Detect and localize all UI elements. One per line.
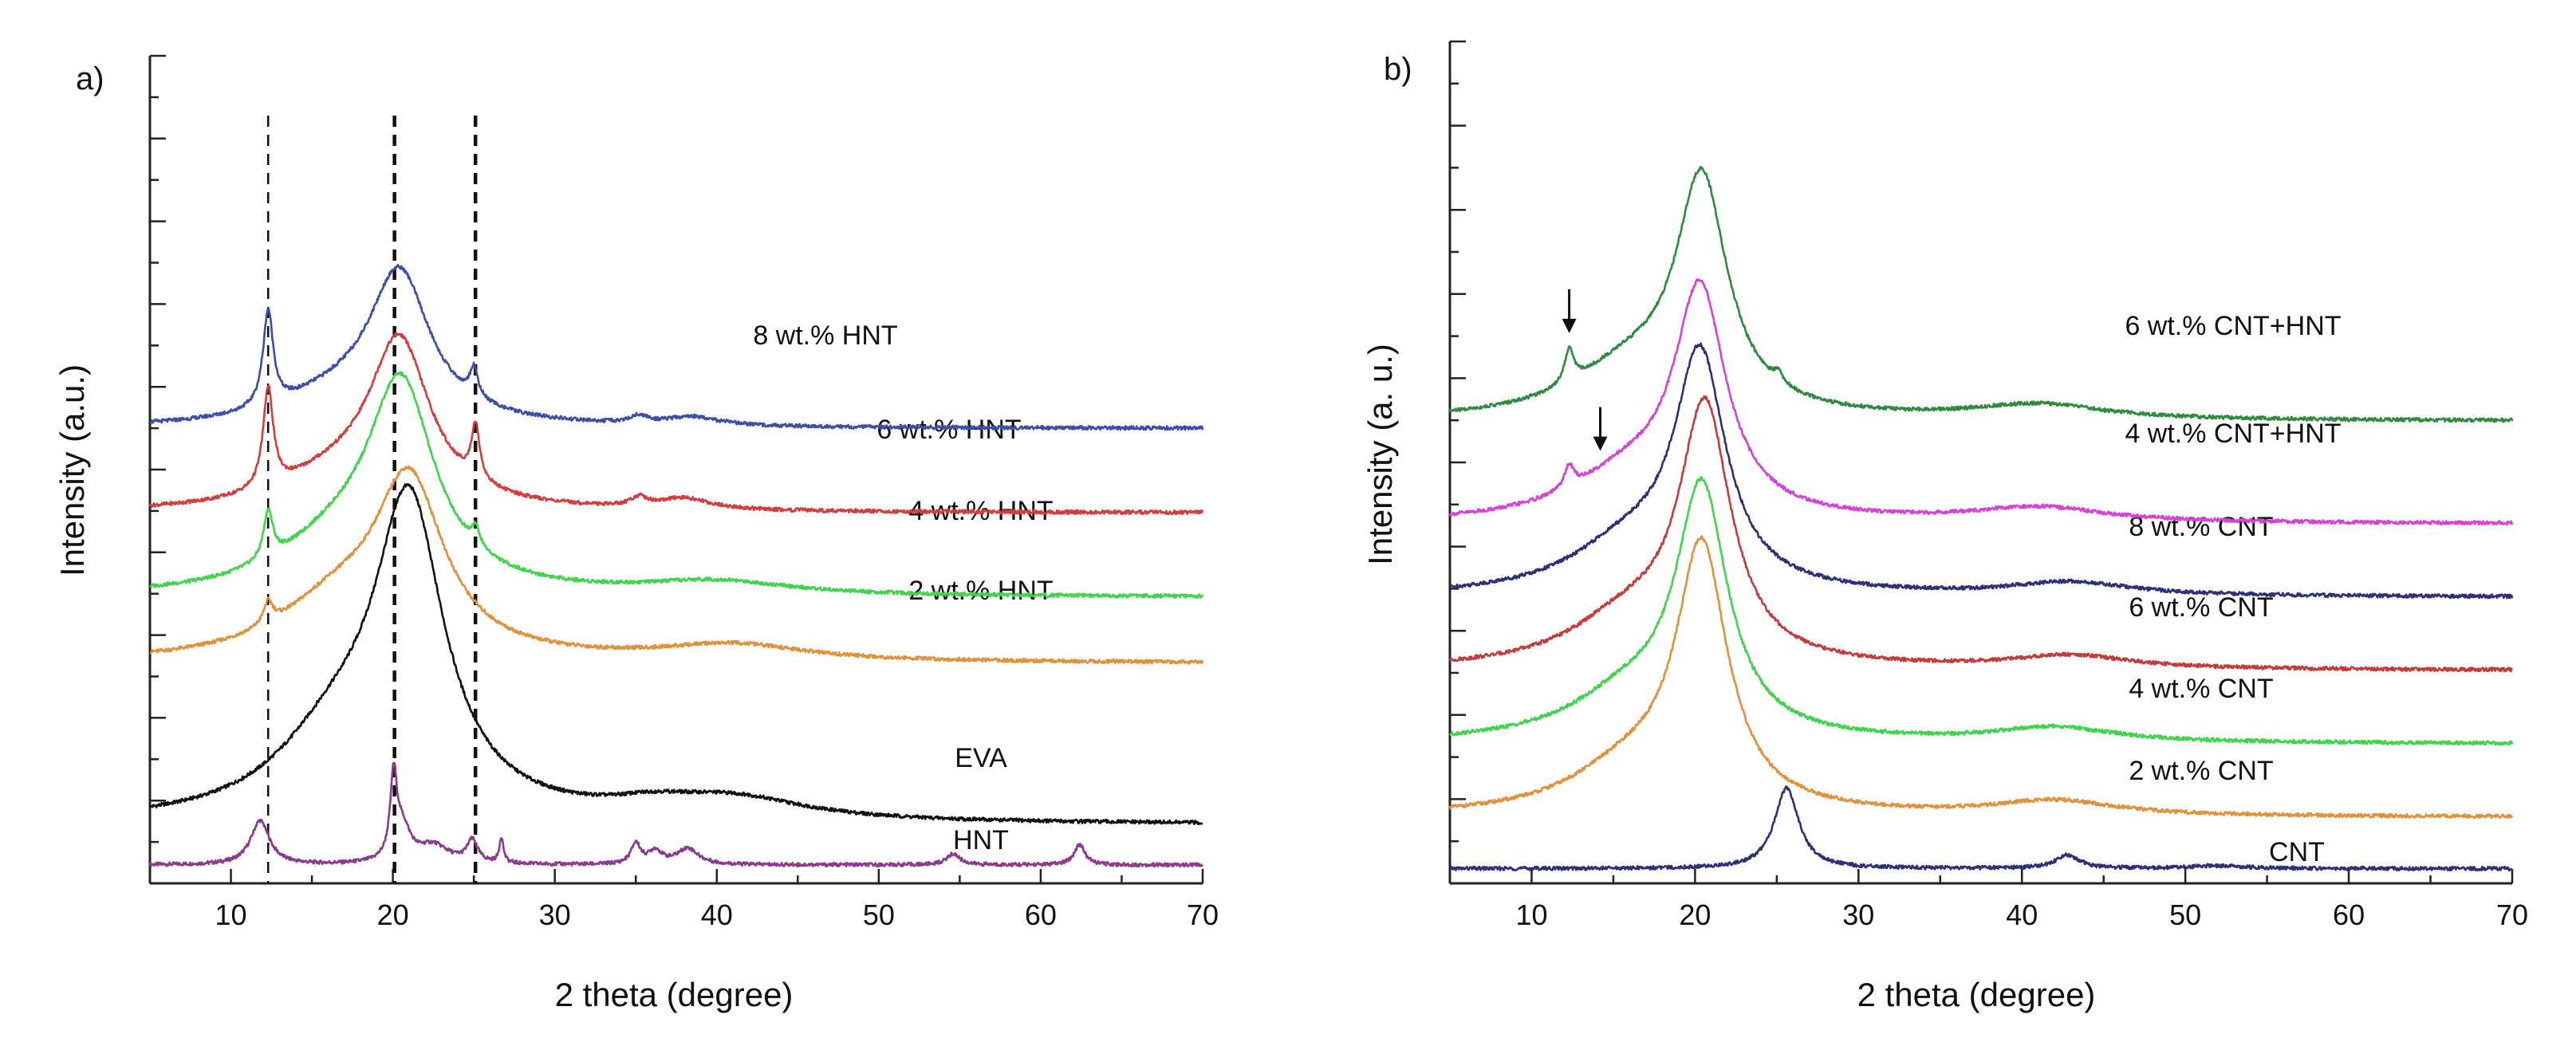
panel-b: b) Intensity (a. u.) 2 theta (degree) 10… [1361,40,2528,1013]
x-tick-label: 50 [2169,898,2201,931]
series-line-4-wt-cnt-hnt [1448,278,2514,526]
x-tick-label: 60 [2333,898,2365,931]
series-line-2-wt-cnt [1448,535,2513,820]
series-line-8-wt-hnt [149,264,1204,431]
series-line-2-wt-hnt [149,465,1204,665]
y-axis-title: Intensity (a.u.) [53,364,91,576]
x-tick-label: 30 [539,898,571,931]
series-line-4-wt-cnt [1449,476,2514,746]
series-label: EVA [955,743,1007,773]
x-tick-label: 20 [377,898,409,931]
plot-area: 10 20 30 40 50 60 70 CNT 2 wt.% CNT 4 wt.% CNT 6 w… [1448,40,2528,931]
series-line-cnt [1449,785,2514,872]
series-line-6-wt-cnt-hnt [1448,166,2514,423]
x-tick-label: 70 [1187,898,1219,931]
series-line-6-wt-hnt [148,332,1204,516]
x-tick-label: 40 [701,898,733,931]
x-axis-title: 2 theta (degree) [1857,976,2096,1013]
y-axis-title: Intensity (a. u.) [1361,344,1399,565]
series-label: CNT [2269,837,2325,867]
series-label: HNT [953,825,1009,855]
series-label: 2 wt.% HNT [908,576,1053,606]
x-tick-label: 10 [1515,898,1547,931]
series-label: 4 wt.% CNT+HNT [2125,419,2341,449]
series-line-hnt [148,761,1203,868]
x-tick-label: 20 [1679,898,1711,931]
panel-a: a) Intensity (a.u.) 2 theta (degree) 10 2… [53,54,1219,1013]
series-label: 6 wt.% CNT+HNT [2125,311,2341,341]
x-axis-title: 2 theta (degree) [555,976,794,1013]
peak-arrow [1593,407,1608,451]
series-label: 4 wt.% CNT [2129,674,2273,704]
series-line-eva [148,483,1203,825]
series-label: 8 wt.% HNT [753,320,897,351]
x-tick-label: 30 [1842,898,1874,931]
series-label: 6 wt.% HNT [876,415,1021,445]
x-tick-label: 40 [2006,898,2038,931]
x-tick-label: 50 [863,898,895,931]
series-label: 2 wt.% CNT [2129,756,2273,786]
panel-label: b) [1384,52,1412,87]
x-tick-label: 60 [1025,898,1057,931]
panel-label: a) [76,61,104,96]
x-tick-label: 10 [215,898,247,931]
series-label: 6 wt.% CNT [2129,592,2273,623]
x-tick-label: 70 [2496,898,2528,931]
series-line-8-wt-cnt [1449,342,2514,600]
peak-arrow [1562,289,1577,333]
series-line-6-wt-cnt [1448,395,2513,673]
series-line-4-wt-hnt [149,371,1204,599]
